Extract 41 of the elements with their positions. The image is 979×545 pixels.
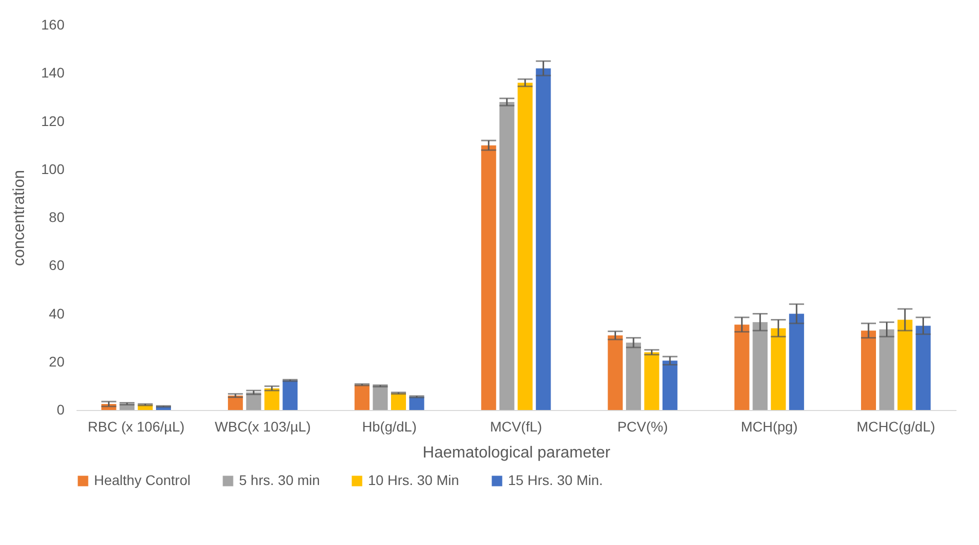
- bar: [372, 386, 388, 410]
- bar: [789, 314, 804, 410]
- y-tick-label: 100: [41, 160, 65, 177]
- x-tick-label: PCV(%): [617, 418, 668, 434]
- bar: [861, 330, 876, 410]
- x-axis-title: Haematological parameter: [422, 444, 611, 462]
- bar: [752, 322, 768, 410]
- legend-label: 5 hrs. 30 min: [239, 472, 320, 488]
- bar: [518, 82, 533, 410]
- y-tick-label: 20: [48, 353, 65, 370]
- bar: [481, 145, 496, 410]
- y-tick-label: 80: [48, 209, 65, 225]
- bar: [608, 335, 623, 410]
- bar: [391, 393, 406, 410]
- bar: [770, 328, 786, 410]
- bar: [626, 342, 641, 410]
- y-tick-label: 140: [41, 64, 65, 81]
- y-tick-label: 160: [41, 16, 65, 32]
- bar: [282, 380, 298, 410]
- x-tick-label: MCH(pg): [740, 418, 798, 434]
- bar: [734, 324, 750, 410]
- x-tick-label: RBC (x 106/µL): [88, 418, 185, 434]
- y-tick-label: 60: [48, 257, 65, 274]
- legend-label: Healthy Control: [94, 472, 190, 488]
- y-tick-label: 0: [56, 402, 65, 418]
- x-tick-label: MCHC(g/dL): [856, 418, 936, 434]
- y-tick-label: 120: [41, 112, 65, 129]
- x-tick-label: MCV(fL): [490, 418, 542, 434]
- y-tick-label: 40: [48, 305, 65, 322]
- bar: [354, 384, 370, 410]
- x-tick-label: WBC(x 103/µL): [214, 418, 311, 434]
- bar: [499, 102, 514, 410]
- bar: [662, 360, 678, 410]
- x-tick-label: Hb(g/dL): [362, 418, 417, 434]
- bar: [536, 68, 551, 410]
- legend-label: 10 Hrs. 30 Min: [368, 472, 460, 488]
- bar: [897, 320, 912, 410]
- bar: [916, 326, 931, 410]
- bar: [879, 329, 894, 410]
- y-axis-title: concentration: [11, 170, 28, 266]
- legend-label: 15 Hrs. 30 Min.: [508, 472, 603, 488]
